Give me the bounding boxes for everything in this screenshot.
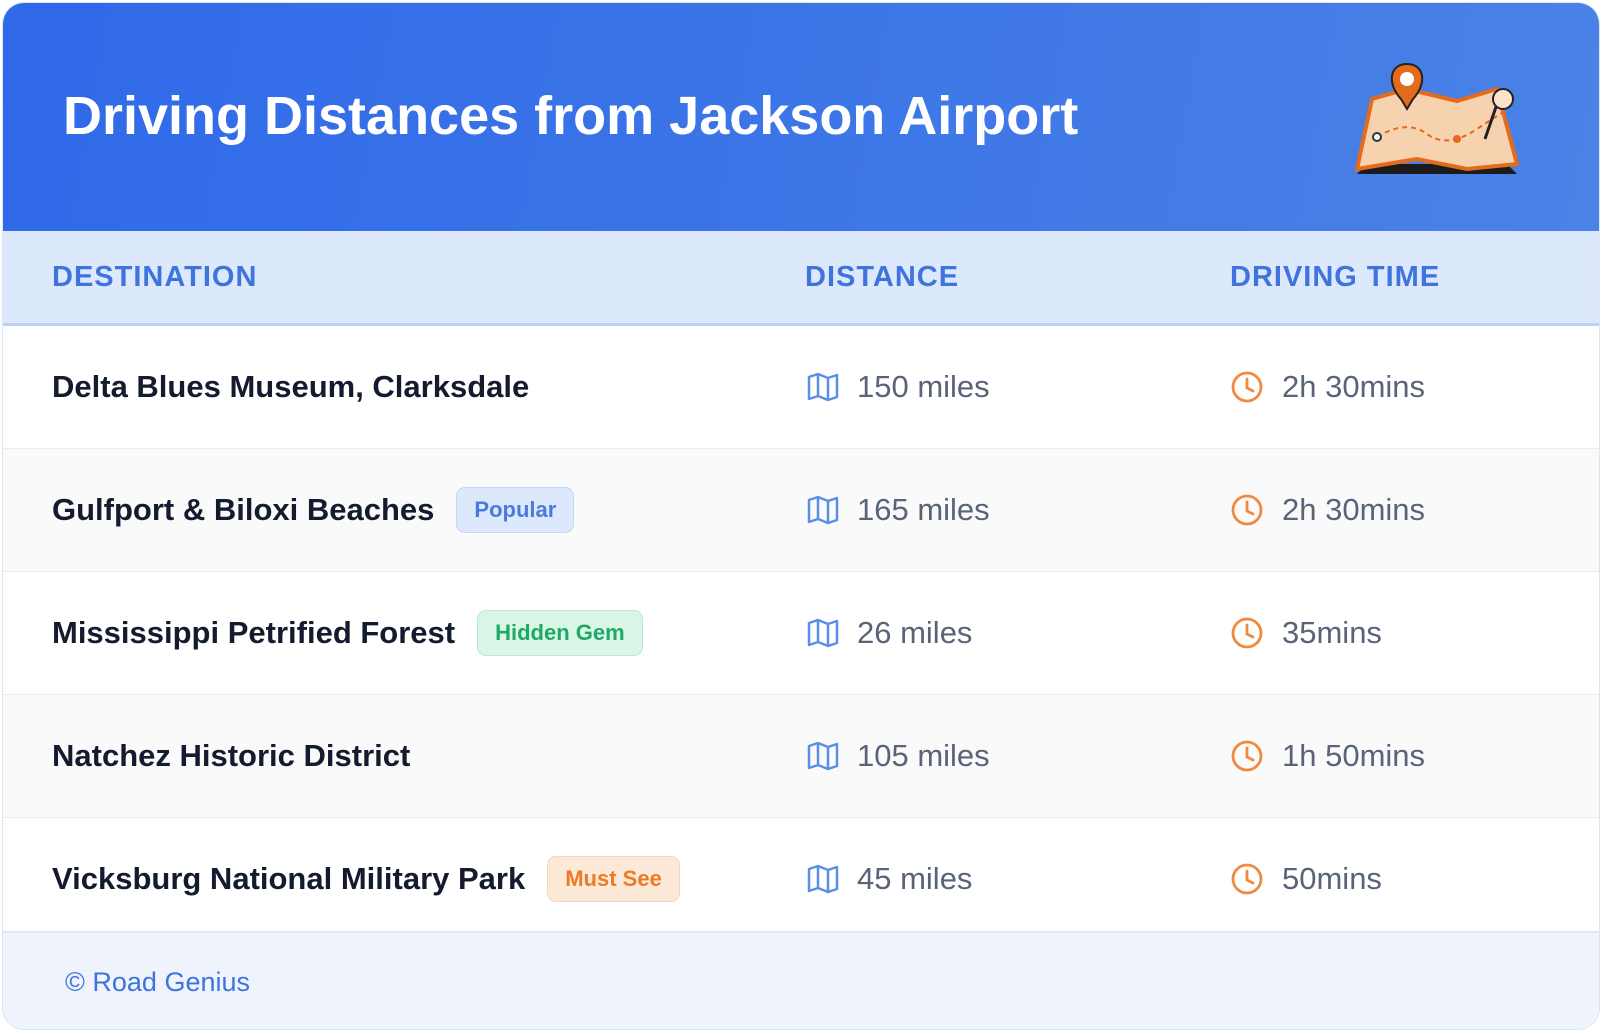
- header: Driving Distances from Jackson Airport: [3, 3, 1599, 231]
- destination-cell: Natchez Historic District: [52, 695, 410, 817]
- driving-time: 2h 30mins: [1282, 369, 1426, 404]
- clock-icon: [1231, 494, 1263, 526]
- map-illustration: [1354, 62, 1520, 174]
- table-row: Natchez Historic District 105 miles 1h 50m…: [3, 695, 1599, 818]
- distance: 45 miles: [857, 861, 973, 896]
- table-row: Delta Blues Museum, Clarksdale 150 miles 2…: [3, 326, 1599, 449]
- column-label: DRIVING TIME: [1230, 261, 1441, 293]
- distance-cell: 165 miles: [807, 449, 990, 571]
- distance-cell: 105 miles: [807, 695, 990, 817]
- table-body: Delta Blues Museum, Clarksdale 150 miles 2…: [3, 326, 1599, 941]
- driving-time: 35mins: [1282, 615, 1382, 650]
- destination-cell: Delta Blues Museum, Clarksdale: [52, 326, 529, 448]
- distance: 150 miles: [857, 369, 990, 404]
- badge: Popular: [456, 487, 575, 533]
- table-row: Gulfport & Biloxi Beaches Popular 165 mile…: [3, 449, 1599, 572]
- badge: Hidden Gem: [477, 610, 643, 656]
- footer-text: © Road Genius: [65, 967, 250, 997]
- table-row: Mississippi Petrified Forest Hidden Gem 26…: [3, 572, 1599, 695]
- time-cell: 50mins: [1230, 818, 1382, 940]
- distance-cell: 26 miles: [807, 572, 972, 694]
- clock-icon: [1231, 740, 1263, 772]
- destination-cell: Gulfport & Biloxi Beaches Popular: [52, 449, 575, 571]
- title: Driving Distances from Jackson Airport: [63, 86, 1079, 146]
- map-icon: [807, 495, 839, 525]
- distance-cell: 150 miles: [807, 326, 990, 448]
- map-icon: [807, 372, 839, 402]
- column-header: DESTINATION DISTANCE DRIVING TIME: [3, 231, 1599, 326]
- distance: 105 miles: [857, 738, 990, 773]
- map-icon: [807, 864, 839, 894]
- clock-icon: [1231, 863, 1263, 895]
- destination-cell: Vicksburg National Military Park Must See: [52, 818, 680, 940]
- driving-time: 1h 50mins: [1282, 738, 1426, 773]
- map-icon: [807, 618, 839, 648]
- table-row: Vicksburg National Military Park Must See…: [3, 818, 1599, 941]
- distance-cell: 45 miles: [807, 818, 972, 940]
- time-cell: 35mins: [1230, 572, 1382, 694]
- destination: Vicksburg National Military Park: [52, 861, 526, 896]
- distance: 165 miles: [857, 492, 990, 527]
- time-cell: 1h 50mins: [1230, 695, 1425, 817]
- clock-icon: [1231, 617, 1263, 649]
- destination-cell: Mississippi Petrified Forest Hidden Gem: [52, 572, 643, 694]
- column-label: DISTANCE: [805, 261, 960, 293]
- destination: Mississippi Petrified Forest: [52, 615, 456, 650]
- footer: © Road Genius: [3, 931, 1599, 1029]
- time-cell: 2h 30mins: [1230, 326, 1425, 448]
- destination: Natchez Historic District: [52, 738, 411, 773]
- column-label: DESTINATION: [52, 261, 258, 293]
- destination: Gulfport & Biloxi Beaches: [52, 492, 435, 527]
- badge: Must See: [547, 856, 680, 902]
- driving-time: 2h 30mins: [1282, 492, 1426, 527]
- clock-icon: [1231, 371, 1263, 403]
- time-cell: 2h 30mins: [1230, 449, 1425, 571]
- driving-time: 50mins: [1282, 861, 1382, 896]
- distance: 26 miles: [857, 615, 973, 650]
- destination: Delta Blues Museum, Clarksdale: [52, 369, 530, 404]
- map-icon: [807, 741, 839, 771]
